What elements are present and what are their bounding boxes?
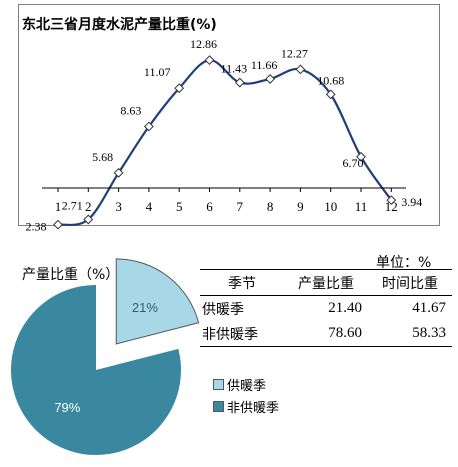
data-point [113, 167, 124, 178]
x-tick-label: 5 [176, 199, 183, 214]
table-header-row: 季节 产量比重 时间比重 [200, 269, 452, 296]
data-point [295, 64, 306, 75]
data-point [265, 74, 276, 84]
data-point [83, 214, 94, 225]
legend-swatch [213, 378, 224, 390]
data-label: 11.66 [251, 58, 278, 72]
x-tick-label: 7 [237, 199, 244, 214]
legend-item: 非供暖季 [213, 395, 279, 417]
pie-legend: 供暖季 非供暖季 [213, 373, 279, 417]
legend-label: 非供暖季 [227, 400, 280, 416]
data-label: 12.27 [281, 46, 308, 60]
data-point [386, 195, 397, 206]
row-name: 非供暖季 [202, 326, 258, 343]
data-point [143, 121, 154, 132]
row-output: 78.60 [328, 325, 362, 341]
data-point [174, 83, 185, 94]
series-line [57, 58, 393, 227]
table-row: 非供暖季 78.60 58.33 [200, 321, 452, 347]
data-label: 2.71 [62, 198, 83, 212]
legend-label: 供暖季 [227, 378, 267, 394]
row-time: 58.33 [412, 325, 446, 341]
x-tick-label: 9 [297, 199, 304, 214]
line-chart-title: 东北三省月度水泥产量比重(%) [22, 17, 217, 33]
data-point [325, 89, 336, 100]
pie-chart-label: 产量比重（%） [22, 267, 120, 283]
data-label: 12.86 [190, 37, 217, 51]
row-name: 供暖季 [202, 301, 244, 318]
pie-slice-label: 79% [54, 400, 80, 415]
pie-slice-label: 21% [132, 300, 158, 315]
legend-swatch [213, 400, 224, 412]
data-point [204, 55, 215, 66]
x-tick-label: 12 [385, 199, 398, 214]
x-tick-label: 11 [355, 199, 368, 214]
x-tick-label: 1 [55, 199, 62, 214]
x-tick-label: 4 [146, 199, 153, 214]
x-tick-label: 3 [115, 199, 122, 214]
data-label: 11.43 [221, 62, 248, 76]
pie-slice [11, 285, 181, 455]
season-table: 季节 产量比重 时间比重 供暖季 21.40 41.67 非供暖季 78.60 … [200, 269, 452, 347]
x-tick-label: 2 [85, 199, 92, 214]
header-output-share: 产量比重 [298, 275, 354, 292]
data-point [53, 219, 63, 230]
x-tick-label: 6 [206, 199, 213, 214]
pie-slice [115, 258, 200, 345]
data-point [234, 77, 245, 88]
x-tick-label: 10 [324, 199, 337, 214]
data-label: 6.70 [343, 156, 364, 170]
legend-item: 供暖季 [213, 373, 279, 395]
header-time-share: 时间比重 [382, 275, 438, 292]
data-point [356, 151, 366, 162]
table-row: 供暖季 21.40 41.67 [200, 296, 452, 322]
unit-note: 单位：% [376, 255, 432, 271]
data-label: 10.68 [317, 73, 344, 87]
header-season: 季节 [228, 275, 256, 292]
row-output: 21.40 [328, 300, 362, 316]
data-label: 3.94 [401, 195, 422, 209]
data-label: 8.63 [120, 104, 141, 118]
row-time: 41.67 [412, 300, 446, 316]
x-tick-label: 8 [267, 199, 274, 214]
data-label: 11.07 [144, 65, 171, 79]
data-label: 2.38 [26, 220, 47, 234]
data-label: 5.68 [92, 150, 113, 164]
